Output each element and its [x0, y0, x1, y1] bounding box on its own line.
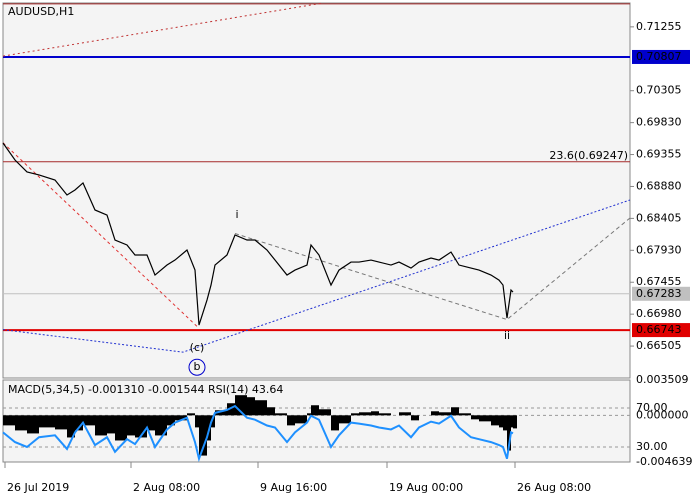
macd-bar — [439, 412, 451, 416]
y2-tick-label: 70.00 — [636, 401, 668, 414]
y-tick-label: 0.66980 — [636, 307, 682, 320]
y-tick-label: 0.68405 — [636, 211, 682, 224]
x-tick-label: 19 Aug 00:00 — [389, 481, 463, 494]
macd-bar — [95, 415, 107, 436]
macd-bar — [311, 405, 319, 416]
macd-bar — [107, 415, 115, 434]
price-tag-label: 0.70807 — [636, 50, 682, 63]
macd-bar — [513, 415, 517, 429]
macd-bar — [211, 415, 215, 428]
macd-bar — [255, 400, 267, 416]
x-tick-label: 9 Aug 16:00 — [260, 481, 327, 494]
macd-bar — [359, 412, 371, 416]
macd-bar — [247, 397, 255, 416]
wave-label: ii — [504, 329, 510, 342]
macd-bar — [3, 415, 15, 426]
macd-bar — [155, 415, 167, 436]
macd-bar — [195, 415, 199, 428]
macd-bar — [199, 415, 207, 456]
macd-bar — [275, 413, 287, 416]
y2-tick-label: 30.00 — [636, 440, 668, 453]
macd-bar — [167, 415, 175, 426]
macd-bar — [83, 415, 95, 426]
trend-line — [2, 199, 631, 353]
macd-bar — [187, 413, 195, 416]
macd-bar — [379, 413, 391, 416]
macd-bar — [267, 407, 275, 416]
macd-bar — [491, 415, 499, 426]
chart-title: AUDUSD,H1 — [8, 5, 74, 18]
macd-bar — [431, 411, 439, 416]
macd-bar — [511, 415, 513, 428]
price-tag — [632, 286, 690, 301]
x-tick-label: 26 Jul 2019 — [7, 481, 69, 494]
macd-bar — [451, 407, 459, 416]
macd-bar — [471, 415, 479, 420]
y-tick-label: 0.70305 — [636, 84, 682, 97]
x-tick-label: 2 Aug 08:00 — [133, 481, 200, 494]
macd-bar — [503, 415, 507, 431]
macd-bar — [27, 415, 39, 434]
macd-bar — [411, 415, 419, 421]
macd-bar — [287, 415, 295, 426]
macd-bar — [75, 415, 83, 431]
macd-bar — [331, 415, 339, 431]
y-tick-label: 0.66505 — [636, 339, 682, 352]
y-tick-label: 0.69355 — [636, 148, 682, 161]
y-tick-label: 0.003509 — [636, 373, 689, 386]
macd-bar — [351, 413, 359, 416]
y-tick-label: 0.67455 — [636, 275, 682, 288]
macd-bar — [295, 415, 307, 424]
trend-line — [2, 2, 324, 57]
wave-label: (c) — [190, 341, 205, 354]
y-tick-label: 0.67930 — [636, 243, 682, 256]
macd-bar — [371, 411, 379, 416]
macd-bar — [227, 403, 235, 416]
macd-bar — [55, 415, 67, 430]
y-tick-label: 0.000000 — [636, 408, 689, 421]
macd-bar — [215, 410, 227, 416]
wave-circle — [188, 358, 206, 376]
macd-bar — [507, 415, 511, 451]
indicator-title: MACD(5,34,5) -0.001310 -0.001544 RSI(14)… — [8, 383, 283, 396]
macd-bar — [319, 409, 331, 416]
macd-bar — [399, 412, 411, 416]
y-tick-label: 0.71255 — [636, 20, 682, 33]
price-tag — [632, 49, 690, 64]
main-plot — [2, 2, 631, 379]
macd-bar — [115, 415, 127, 441]
macd-bar — [147, 415, 155, 431]
wave-label: b — [194, 360, 201, 373]
macd-bar — [479, 415, 491, 422]
wave-label: i — [235, 208, 238, 221]
price-tag-label: 0.66743 — [636, 323, 682, 336]
macd-bar — [175, 415, 187, 421]
level-label: 23.6(0.69247) — [549, 149, 628, 162]
price-tag-label: 0.67283 — [636, 287, 682, 300]
macd-bar — [15, 415, 27, 431]
macd-bar — [459, 413, 471, 416]
y-tick-label: 0.69830 — [636, 116, 682, 129]
macd-bar — [39, 415, 55, 428]
macd-bar — [67, 415, 75, 438]
x-tick-label: 26 Aug 08:00 — [517, 481, 591, 494]
macd-bar — [499, 415, 503, 428]
macd-bar — [307, 413, 311, 416]
y-tick-label: 0.68880 — [636, 179, 682, 192]
macd-bar — [127, 415, 135, 436]
rsi-line — [2, 404, 514, 463]
price-line — [2, 142, 514, 326]
y-tick-label: -0.004639 — [636, 455, 692, 468]
macd-bar — [339, 415, 351, 424]
price-tag — [632, 323, 690, 338]
